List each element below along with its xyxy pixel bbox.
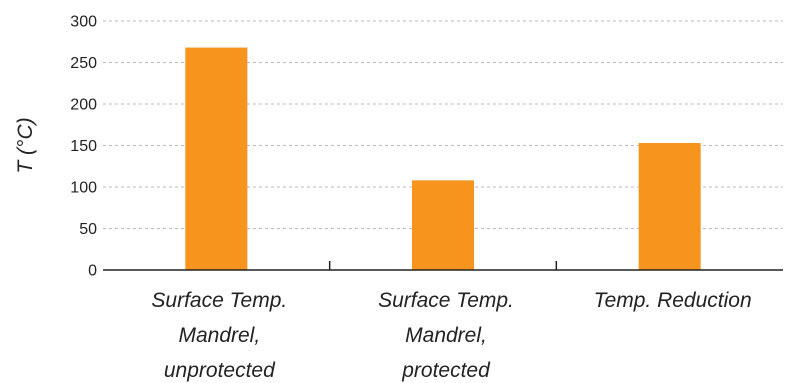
bar — [185, 47, 248, 271]
y-tick-label: 100 — [70, 180, 97, 197]
y-tick-label: 200 — [70, 97, 97, 114]
y-axis-ticks: 0 50 100 150 200 250 300 — [70, 14, 97, 280]
x-axis — [103, 261, 783, 271]
y-tick-label: 250 — [70, 55, 97, 72]
x-category-label: Surface Temp. Mandrel, protected — [378, 289, 514, 382]
x-category-label: Temp. Reduction — [594, 289, 752, 312]
category-labels: Surface Temp. Mandrel, unprotected Surface … — [151, 289, 751, 382]
y-tick-label: 50 — [79, 221, 97, 238]
x-category-label: Surface Temp. Mandrel, unprotected — [151, 289, 287, 382]
y-tick-label: 300 — [70, 14, 97, 31]
y-tick-label: 0 — [88, 263, 97, 280]
bar — [638, 143, 701, 270]
bar — [412, 180, 474, 270]
y-axis-title: T (°C) — [14, 117, 37, 173]
y-tick-label: 150 — [70, 138, 97, 155]
bars — [185, 47, 701, 271]
